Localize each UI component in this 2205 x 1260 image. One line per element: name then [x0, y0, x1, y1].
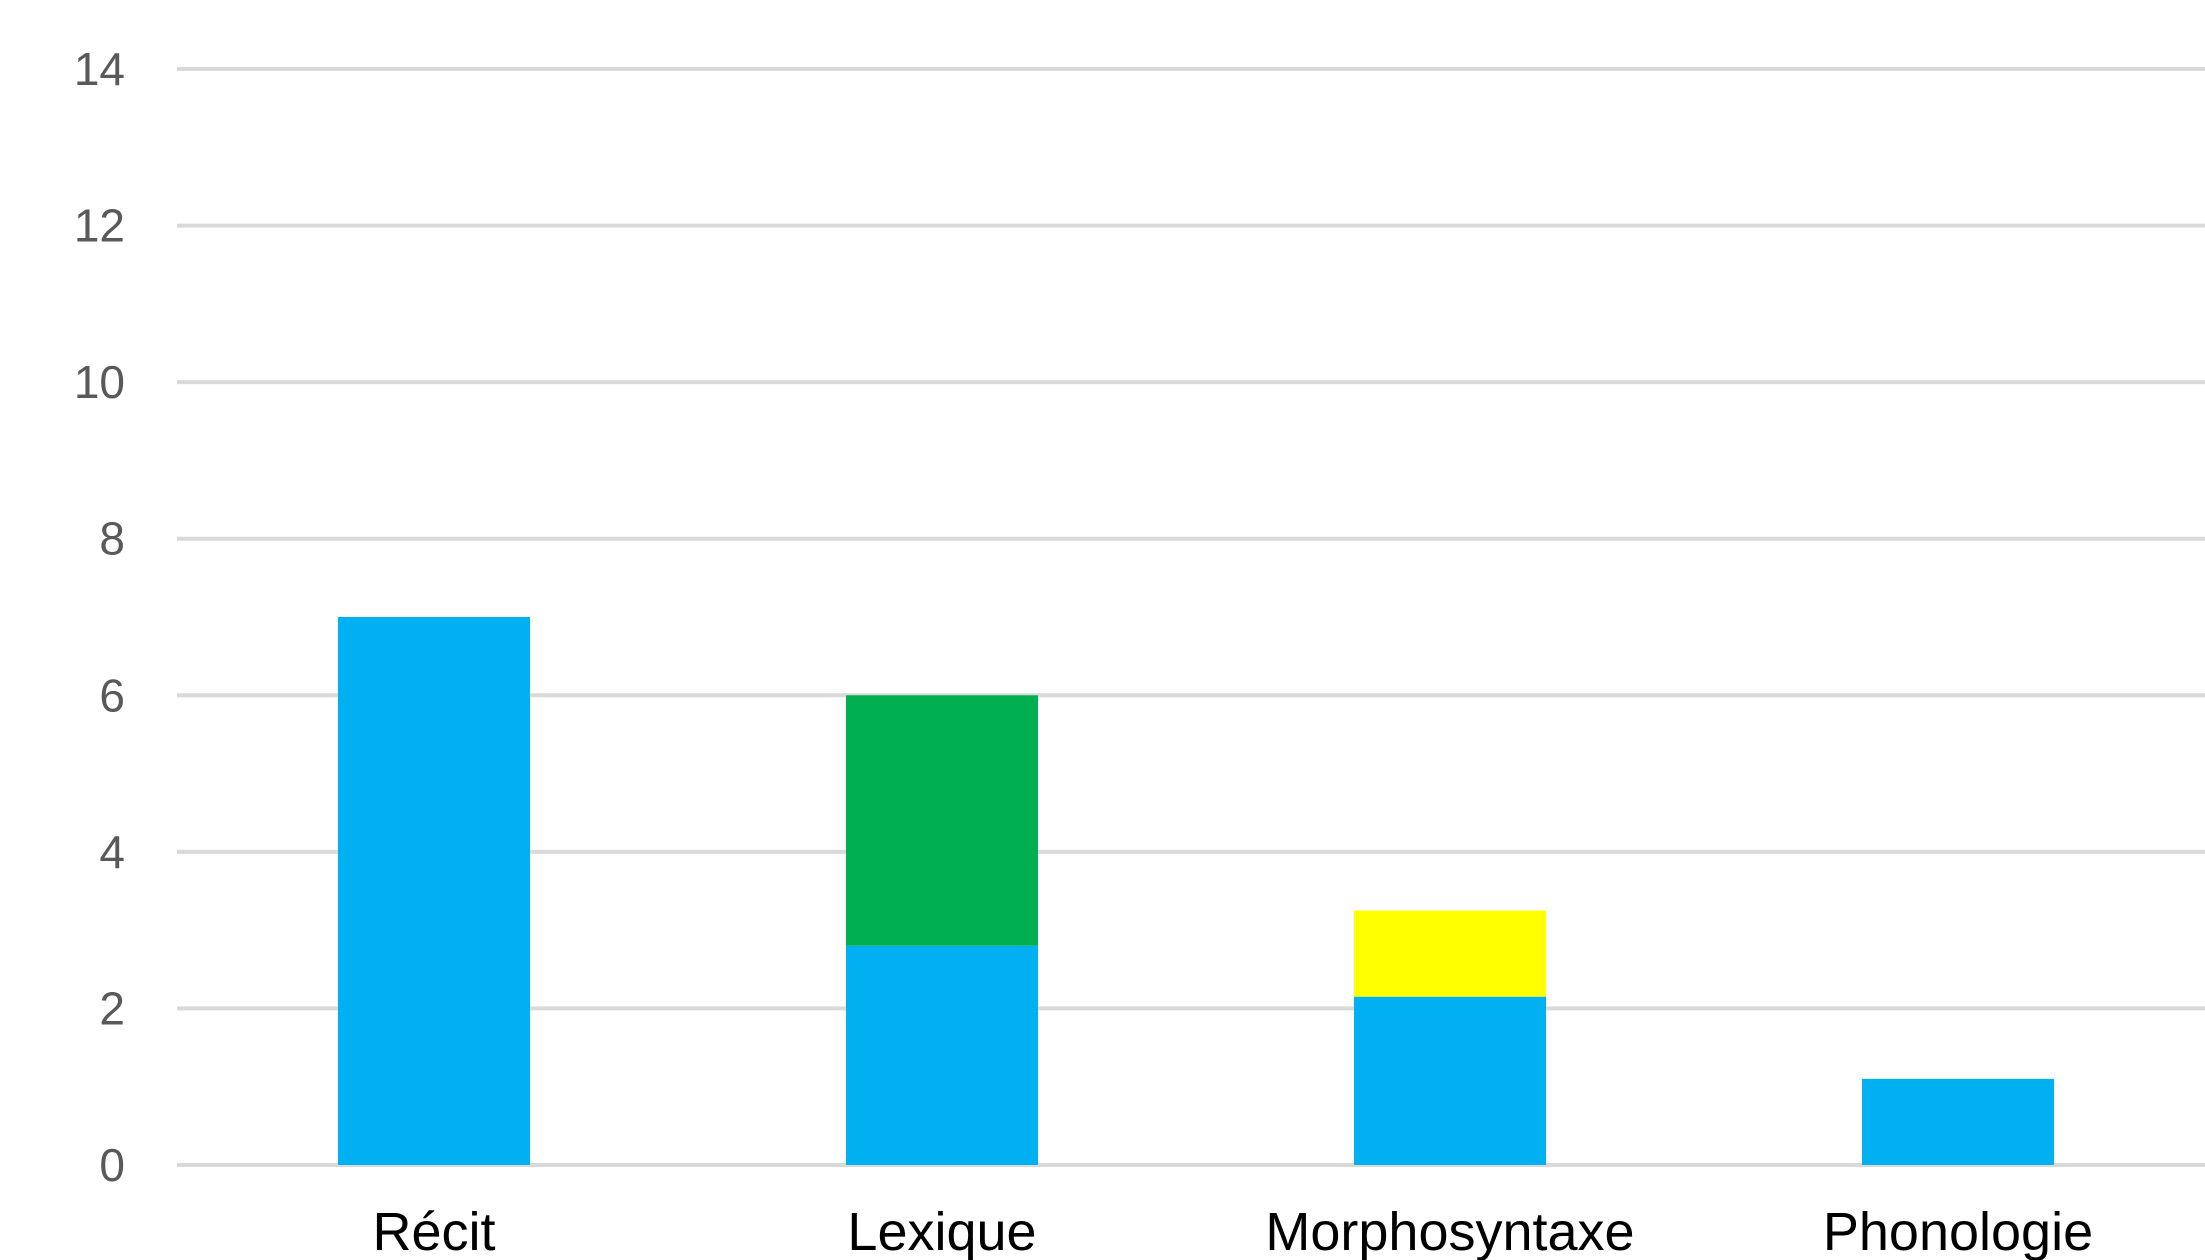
y-tick-label: 12 — [74, 200, 125, 252]
x-tick-label: Phonologie — [1823, 1202, 2093, 1260]
bars — [338, 617, 2054, 1165]
y-tick-label: 14 — [74, 43, 125, 95]
y-tick-label: 4 — [99, 826, 125, 878]
y-tick-label: 6 — [99, 669, 125, 721]
x-tick-label: Morphosyntaxe — [1265, 1202, 1634, 1260]
x-tick-label: Récit — [372, 1202, 495, 1260]
x-tick-label: Lexique — [847, 1202, 1036, 1260]
bar-segment — [1862, 1078, 2054, 1165]
y-tick-label: 0 — [99, 1139, 125, 1191]
y-tick-label: 2 — [99, 982, 125, 1034]
bar-segment — [846, 695, 1038, 946]
y-tick-label: 10 — [74, 356, 125, 408]
bar-segment — [846, 945, 1038, 1165]
y-axis-tick-labels: 0 2 4 6 8 10 12 14 — [74, 43, 125, 1191]
bar-segment — [338, 617, 530, 1165]
x-axis-tick-labels: Récit Lexique Morphosyntaxe Phonologie — [372, 1202, 2093, 1260]
y-tick-label: 8 — [99, 513, 125, 565]
bar-segment — [1354, 996, 1546, 1165]
bar-segment — [1354, 910, 1546, 997]
